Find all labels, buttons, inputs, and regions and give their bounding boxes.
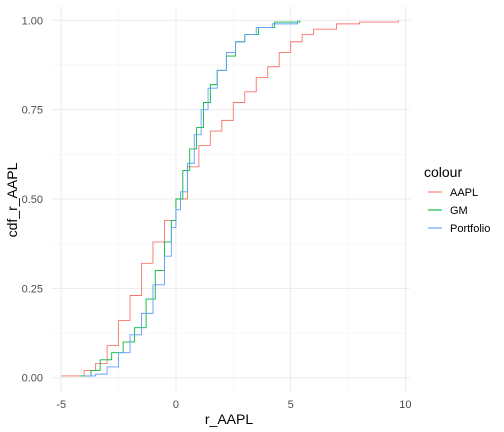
series-line-aapl	[61, 20, 399, 377]
legend-label-aapl: AAPL	[450, 187, 478, 199]
y-tick-label: 0.00	[22, 373, 43, 385]
y-tick-label: 0.50	[22, 194, 43, 206]
y-axis-title: cdf_r_AAPL	[4, 162, 20, 237]
legend-label-portfolio: Portfolio	[450, 223, 490, 235]
legend-label-gm: GM	[450, 205, 468, 217]
legend-items: AAPL GM Portfolio	[428, 187, 490, 235]
axes: -5 0 5 10 0.00 0.25 0.50 0.75 1.00	[22, 15, 412, 411]
y-tick-label: 1.00	[22, 15, 43, 27]
grid	[52, 6, 410, 392]
y-tick-label: 0.75	[22, 105, 43, 117]
x-tick-label: 0	[173, 399, 179, 411]
x-tick-label: 5	[288, 399, 294, 411]
y-tick-label: 0.25	[22, 283, 43, 295]
legend-title: colour	[424, 164, 462, 180]
x-axis-title: r_AAPL	[205, 411, 253, 427]
x-tick-label: -5	[56, 399, 66, 411]
series-line-portfolio	[84, 20, 298, 377]
legend: colour AAPL GM Portfolio	[424, 164, 490, 235]
x-tick-label: 10	[399, 399, 411, 411]
series-lines	[61, 20, 399, 377]
